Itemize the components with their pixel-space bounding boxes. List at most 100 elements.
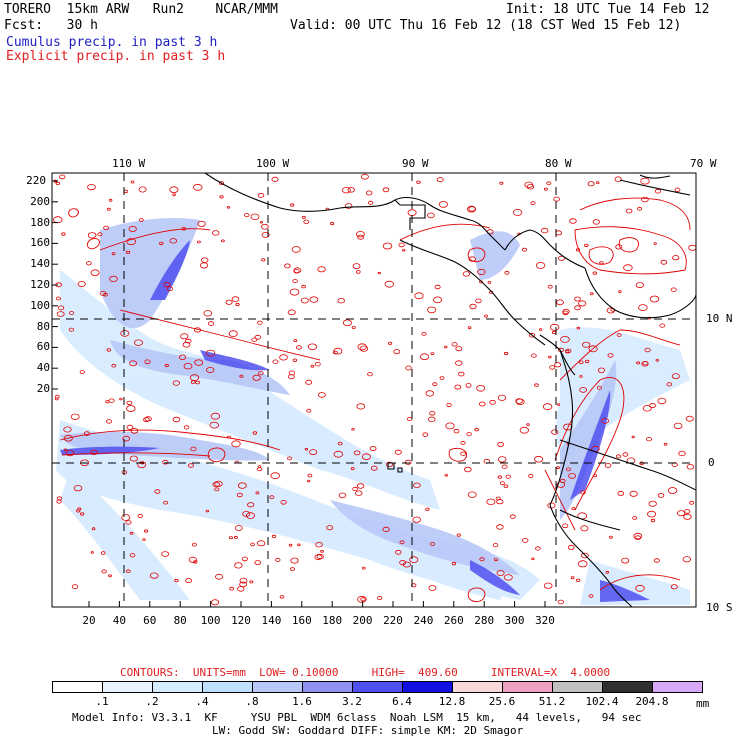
colorbar-label: .8 — [245, 695, 259, 708]
contour-blob — [579, 387, 588, 393]
contour-blob — [172, 380, 180, 386]
colorbar-label: 204.8 — [635, 695, 669, 708]
contour-blob — [558, 255, 566, 261]
contour-blob — [369, 445, 377, 451]
contour-blob — [604, 463, 612, 468]
precip-field — [52, 173, 696, 607]
contour-blob — [657, 492, 665, 498]
contour-blob — [631, 435, 635, 439]
contour-blob — [161, 551, 170, 557]
contour-blob — [395, 549, 402, 555]
contour-blob — [220, 239, 225, 243]
contour-blob — [569, 218, 577, 224]
contour-blob — [87, 184, 96, 191]
contour-blob — [535, 546, 541, 551]
contour-blob — [344, 203, 353, 209]
contour-blob — [642, 361, 649, 366]
contour-blob — [377, 271, 381, 275]
contour-blob — [315, 542, 323, 548]
contour-blob — [310, 364, 315, 368]
contour-blob — [547, 284, 553, 289]
colorbar-swatch — [102, 681, 153, 693]
contour-blob — [576, 326, 580, 330]
contour-blob — [413, 482, 421, 488]
contour-blob — [466, 432, 472, 437]
contour-blob — [231, 296, 240, 302]
contour-blob — [499, 181, 504, 185]
contour-blob — [290, 203, 295, 207]
contour-blob — [355, 490, 363, 496]
contour-blob — [684, 509, 691, 514]
contour-blob — [475, 298, 482, 304]
contour-blob — [193, 560, 198, 564]
contour-blob — [548, 355, 552, 359]
contour-blob — [562, 310, 569, 316]
contour-blob — [686, 464, 695, 470]
lon-label-90w: 90 W — [402, 157, 429, 170]
contour-blob — [356, 403, 366, 410]
contour-blob — [357, 595, 367, 603]
contour-blob — [438, 201, 448, 208]
contour-blob — [580, 490, 586, 495]
contour-blob — [405, 365, 412, 371]
contour-blob — [256, 320, 263, 325]
contour-blob — [623, 264, 633, 272]
contour-blob — [257, 192, 265, 198]
contour-blob — [581, 552, 589, 559]
left-tick-label: 100 — [30, 298, 50, 312]
contour-blob — [382, 242, 393, 250]
contour-blob — [682, 556, 691, 563]
contour-blob — [565, 467, 571, 472]
colorbar-swatch — [302, 681, 353, 693]
colorbar-swatch — [602, 681, 653, 693]
contour-blob — [129, 455, 138, 462]
contour-blob — [142, 538, 146, 541]
bottom-tick-label: 100 — [200, 614, 221, 627]
contour-blob — [137, 513, 143, 518]
contour-blob — [219, 195, 224, 199]
contour-blob — [460, 440, 466, 445]
contour-blob — [528, 332, 536, 338]
contour-blob — [105, 400, 110, 404]
bottom-tick-label: 140 — [261, 614, 282, 627]
contour-blob — [271, 176, 279, 182]
contour-blob — [353, 450, 361, 456]
contour-blob — [570, 576, 575, 580]
contour-blob — [671, 373, 680, 380]
contour-blob — [578, 360, 584, 365]
contour-blob — [503, 484, 509, 488]
contour-blob — [685, 415, 694, 422]
contour-blob — [269, 495, 275, 500]
contour-blob — [210, 412, 221, 420]
contour-blob — [76, 509, 81, 513]
contour-blob — [212, 481, 220, 488]
contour-blob — [237, 586, 245, 592]
contour-blob — [361, 566, 366, 570]
contour-blob — [196, 240, 201, 244]
contour-blob — [200, 262, 209, 269]
contour-blob — [648, 500, 657, 507]
colorbar-label: .2 — [145, 695, 159, 708]
contour-blob — [526, 184, 535, 190]
contour-blob — [469, 303, 477, 310]
contour-blob — [197, 220, 206, 227]
contour-blob — [63, 434, 73, 442]
contour-blob — [460, 451, 467, 456]
contour-blob — [290, 557, 299, 564]
contour-blob — [641, 196, 649, 203]
contour-blob — [553, 196, 560, 202]
contour-blob — [138, 218, 144, 222]
contour-blob — [350, 467, 355, 471]
contour-blob — [538, 328, 543, 331]
contour-blob — [632, 516, 638, 520]
contour-blob — [633, 532, 643, 540]
contour-blob — [562, 308, 570, 315]
contour-blob — [316, 553, 324, 560]
contour-blob — [214, 480, 223, 487]
contour-blob — [575, 578, 581, 582]
contour-blob — [370, 465, 378, 471]
contour-blob — [496, 499, 504, 505]
contour-blob — [106, 207, 111, 211]
contour-blob — [688, 244, 696, 251]
contour-blob — [467, 491, 477, 498]
